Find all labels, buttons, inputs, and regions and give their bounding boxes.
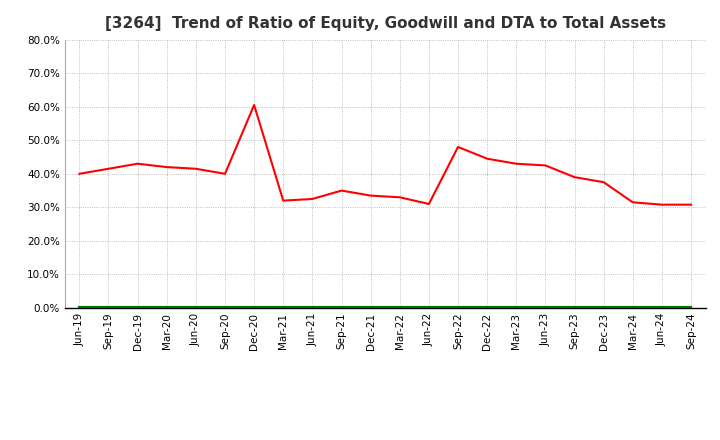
Line: Equity: Equity <box>79 105 691 205</box>
Legend: Equity, Goodwill, Deferred Tax Assets: Equity, Goodwill, Deferred Tax Assets <box>197 435 574 440</box>
Goodwill <box>570 304 579 309</box>
Equity <box>483 156 492 161</box>
Deferred Tax Assets <box>599 304 608 310</box>
Goodwill <box>483 304 492 309</box>
Equity <box>570 175 579 180</box>
Equity <box>599 180 608 185</box>
Deferred Tax Assets <box>687 304 696 310</box>
Goodwill <box>192 304 200 309</box>
Equity <box>629 200 637 205</box>
Goodwill <box>279 304 287 309</box>
Equity <box>512 161 521 166</box>
Deferred Tax Assets <box>104 304 113 310</box>
Goodwill <box>308 304 317 309</box>
Deferred Tax Assets <box>454 304 462 310</box>
Deferred Tax Assets <box>163 304 171 310</box>
Equity <box>220 171 229 176</box>
Goodwill <box>220 304 229 309</box>
Deferred Tax Assets <box>308 304 317 310</box>
Deferred Tax Assets <box>337 304 346 310</box>
Equity <box>133 161 142 166</box>
Goodwill <box>395 304 404 309</box>
Goodwill <box>454 304 462 309</box>
Goodwill <box>75 304 84 309</box>
Deferred Tax Assets <box>75 304 84 310</box>
Goodwill <box>687 304 696 309</box>
Equity <box>163 165 171 170</box>
Deferred Tax Assets <box>541 304 550 310</box>
Equity <box>454 144 462 150</box>
Goodwill <box>104 304 113 309</box>
Goodwill <box>366 304 375 309</box>
Equity <box>425 202 433 207</box>
Deferred Tax Assets <box>279 304 287 310</box>
Equity <box>279 198 287 203</box>
Deferred Tax Assets <box>570 304 579 310</box>
Goodwill <box>337 304 346 309</box>
Equity <box>541 163 550 168</box>
Equity <box>687 202 696 207</box>
Goodwill <box>133 304 142 309</box>
Deferred Tax Assets <box>483 304 492 310</box>
Deferred Tax Assets <box>657 304 666 310</box>
Equity <box>192 166 200 172</box>
Equity <box>395 194 404 200</box>
Goodwill <box>512 304 521 309</box>
Goodwill <box>250 304 258 309</box>
Equity <box>308 196 317 202</box>
Deferred Tax Assets <box>220 304 229 310</box>
Equity <box>657 202 666 207</box>
Equity <box>250 103 258 108</box>
Title: [3264]  Trend of Ratio of Equity, Goodwill and DTA to Total Assets: [3264] Trend of Ratio of Equity, Goodwil… <box>104 16 666 32</box>
Deferred Tax Assets <box>425 304 433 310</box>
Goodwill <box>163 304 171 309</box>
Equity <box>337 188 346 193</box>
Goodwill <box>599 304 608 309</box>
Deferred Tax Assets <box>366 304 375 310</box>
Goodwill <box>629 304 637 309</box>
Equity <box>104 166 113 172</box>
Equity <box>366 193 375 198</box>
Deferred Tax Assets <box>512 304 521 310</box>
Equity <box>75 171 84 176</box>
Goodwill <box>541 304 550 309</box>
Goodwill <box>657 304 666 309</box>
Deferred Tax Assets <box>133 304 142 310</box>
Deferred Tax Assets <box>629 304 637 310</box>
Deferred Tax Assets <box>192 304 200 310</box>
Goodwill <box>425 304 433 309</box>
Deferred Tax Assets <box>395 304 404 310</box>
Deferred Tax Assets <box>250 304 258 310</box>
